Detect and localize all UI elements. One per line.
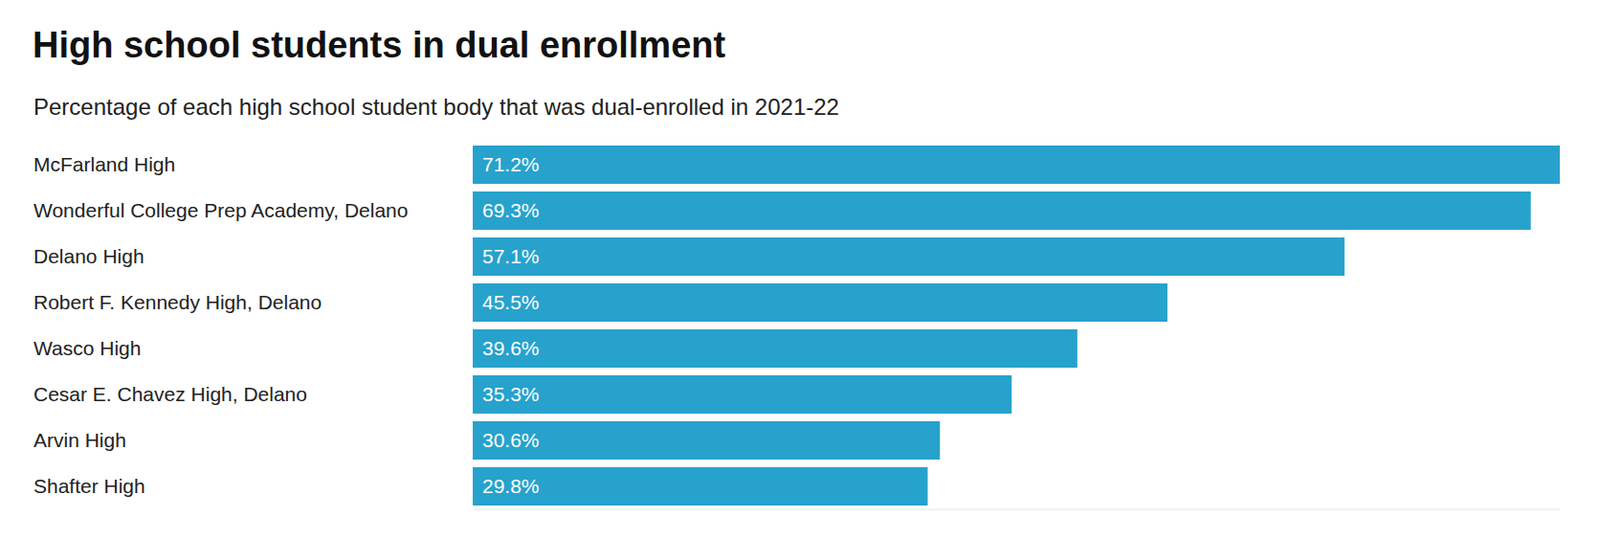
svg-text:Shafter High: Shafter High (33, 474, 146, 497)
svg-text:Robert F. Kennedy High, Delano: Robert F. Kennedy High, Delano (33, 290, 322, 313)
svg-text:Wasco High: Wasco High (33, 336, 141, 359)
svg-text:29.8%: 29.8% (482, 474, 540, 497)
svg-text:39.6%: 39.6% (482, 336, 540, 359)
svg-text:71.2%: 71.2% (482, 153, 540, 176)
svg-text:Delano High: Delano High (33, 244, 145, 267)
svg-text:Cesar E. Chavez High, Delano: Cesar E. Chavez High, Delano (33, 382, 308, 405)
svg-text:Arvin High: Arvin High (33, 428, 127, 451)
svg-text:Wonderful College Prep Academy: Wonderful College Prep Academy, Delano (33, 199, 408, 222)
svg-text:69.3%: 69.3% (482, 199, 540, 222)
svg-text:McFarland High: McFarland High (33, 153, 176, 176)
svg-text:30.6%: 30.6% (482, 428, 540, 451)
html-text:High school students in dual e: High school students in dual enrollment (32, 24, 726, 66)
svg-text:57.1%: 57.1% (482, 244, 540, 267)
svg-text:45.5%: 45.5% (482, 290, 540, 313)
html-text:Percentage of each high school: Percentage of each high school student b… (33, 93, 840, 120)
svg-text:35.3%: 35.3% (482, 382, 540, 405)
